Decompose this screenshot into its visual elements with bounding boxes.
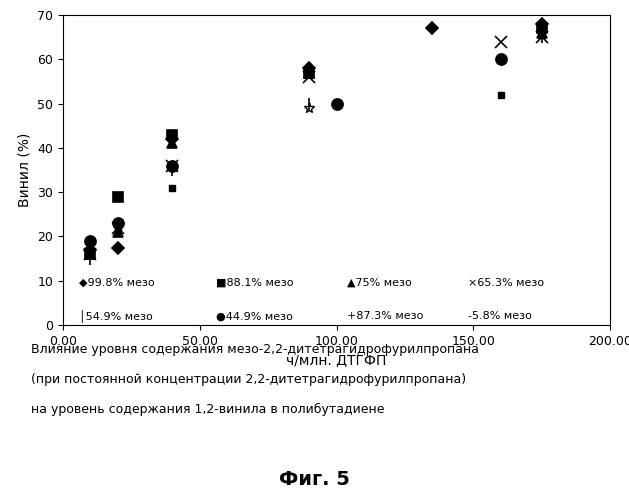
Text: +87.3% мезо: +87.3% мезо	[347, 311, 424, 321]
Y-axis label: Винил (%): Винил (%)	[18, 133, 31, 207]
Text: ▲75% мезо: ▲75% мезо	[347, 278, 412, 288]
Text: (при постоянной концентрации 2,2-дитетрагидрофурилпропана): (при постоянной концентрации 2,2-дитетра…	[31, 372, 467, 386]
Text: ×65.3% мезо: ×65.3% мезо	[468, 278, 544, 288]
Text: ■88.1% мезо: ■88.1% мезо	[216, 278, 294, 288]
Text: ●44.9% мезо: ●44.9% мезо	[216, 311, 293, 321]
Text: ◆99.8% мезо: ◆99.8% мезо	[79, 278, 155, 288]
Text: │54.9% мезо: │54.9% мезо	[79, 310, 153, 322]
Text: Влияние уровня содержания мезо-2,2-дитетрагидрофурилпропана: Влияние уровня содержания мезо-2,2-дитет…	[31, 342, 479, 355]
Text: на уровень содержания 1,2-винила в полибутадиене: на уровень содержания 1,2-винила в полиб…	[31, 402, 385, 415]
Text: Фиг. 5: Фиг. 5	[279, 470, 350, 489]
X-axis label: ч/млн. ДТГФП: ч/млн. ДТГФП	[286, 354, 387, 368]
Text: -5.8% мезо: -5.8% мезо	[468, 311, 532, 321]
